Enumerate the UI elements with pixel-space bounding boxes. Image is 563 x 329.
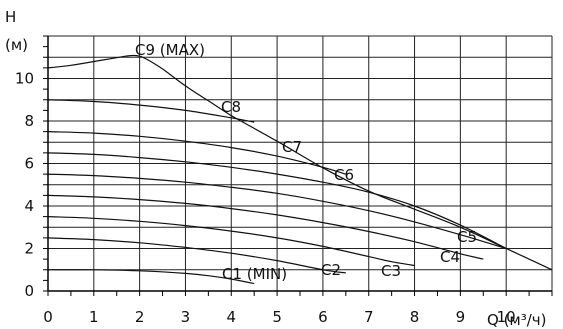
curve-label: C2	[321, 261, 341, 279]
y-tick-label: 8	[24, 112, 34, 130]
x-tick-label: 7	[364, 308, 374, 326]
ticks: 0 1 2 3 4 5 6 7 8 9 10 0 2 4 6 8 10	[15, 35, 553, 326]
x-tick-label: 5	[272, 308, 282, 326]
y-tick-label: 2	[24, 240, 34, 258]
curve-label: C4	[440, 248, 460, 266]
curve-label: C3	[381, 262, 401, 280]
curve-line	[231, 115, 553, 271]
y-tick-label: 0	[24, 282, 34, 300]
curve-line	[47, 173, 507, 250]
x-tick-label: 3	[181, 308, 191, 326]
curve-line	[47, 54, 232, 117]
x-tick-label: 0	[43, 308, 53, 326]
curve-label: C1 (MIN)	[222, 265, 287, 283]
x-tick-label: 6	[318, 308, 328, 326]
curve-line	[47, 152, 507, 250]
y-axis-unit: (м)	[5, 36, 28, 54]
x-tick-label: 4	[226, 308, 236, 326]
curve-labels: C1 (MIN) C2 C3 C4 C5 C6 C7 C8 C9 (MAX)	[135, 41, 477, 283]
curve-line	[47, 269, 255, 285]
y-tick-label: 4	[24, 197, 34, 215]
curves	[47, 54, 553, 285]
y-axis-label: H	[5, 8, 16, 26]
grid	[48, 35, 553, 291]
x-tick-label: 9	[456, 308, 466, 326]
y-tick-label: 6	[24, 155, 34, 173]
curve-label: C8	[221, 98, 241, 116]
curve-line	[47, 194, 484, 260]
curve-line	[47, 99, 255, 123]
x-tick-label: 2	[135, 308, 145, 326]
x-axis-label: Q (м³/ч)	[487, 311, 547, 329]
curve-label: C6	[334, 166, 354, 184]
x-tick-label: 10	[497, 308, 516, 326]
y-tick-label: 10	[15, 70, 34, 88]
curve-line	[47, 237, 346, 274]
x-tick-label: 1	[89, 308, 99, 326]
x-tick-label: 8	[410, 308, 420, 326]
curve-label: C9 (MAX)	[135, 41, 205, 59]
curve-label: C5	[457, 228, 477, 246]
curve-label: C7	[282, 138, 302, 156]
curve-line	[47, 216, 415, 267]
